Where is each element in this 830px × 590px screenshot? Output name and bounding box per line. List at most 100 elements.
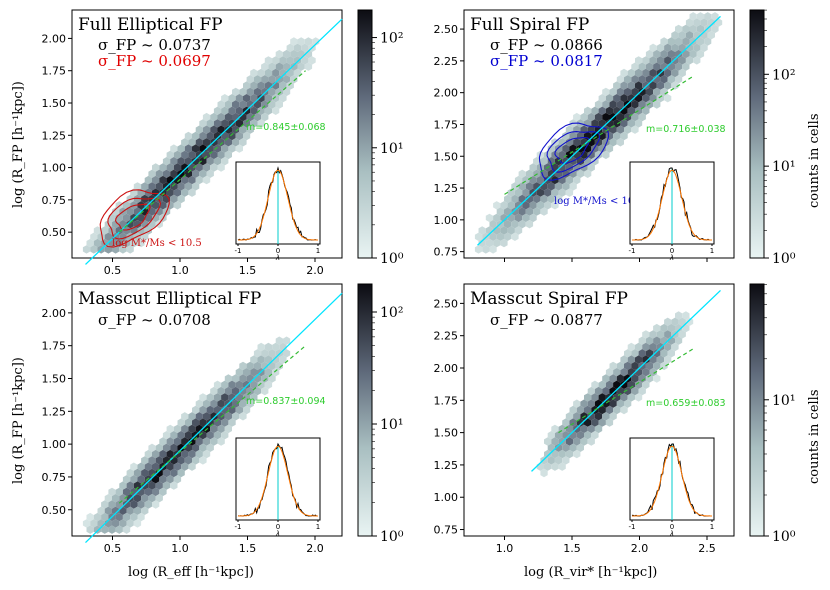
colorbar-label: counts in cells xyxy=(807,113,822,208)
hexbin-cell xyxy=(554,194,563,204)
hexbin-cell xyxy=(297,37,305,46)
hexbin-cell xyxy=(133,194,142,204)
hexbin-cell xyxy=(602,100,610,109)
hexbin-cell xyxy=(101,500,109,509)
mass-cut-label: log M*/Ms < 10.5 xyxy=(112,238,202,249)
hexbin-cell xyxy=(119,481,127,490)
hexbin-cell xyxy=(290,37,298,46)
hexbin-cell xyxy=(264,106,273,115)
colorbar xyxy=(357,9,373,259)
hexbin-cell xyxy=(210,125,218,134)
hexbin-cell xyxy=(82,245,91,254)
hexbin-cell xyxy=(206,431,214,440)
hexbin-cell xyxy=(239,386,247,396)
hexbin-cell xyxy=(264,56,273,65)
hexbin-cell xyxy=(514,213,523,223)
hexbin-cell xyxy=(700,43,708,52)
inset-gaussian-fit xyxy=(632,445,712,517)
hexbin-cell xyxy=(202,125,211,134)
hexbin-cell xyxy=(485,213,494,223)
colorbar-tick-label: 10⁰ xyxy=(380,251,404,267)
hexbin-cell xyxy=(257,380,265,389)
hexbin-cell xyxy=(184,157,192,166)
hexbin-cell xyxy=(591,106,599,115)
hexbin-cell xyxy=(243,131,251,141)
hexbin-cell xyxy=(184,456,192,465)
hexbin-cell xyxy=(122,525,131,534)
hexbin-cell xyxy=(162,431,171,440)
y-axis-ticks: 0.75 1.00 1.25 1.50 1.75 2.00 2.25 2.50 xyxy=(434,23,464,259)
hexbin-cell xyxy=(239,399,247,408)
hexbin-cell xyxy=(627,68,635,78)
hexbin-cell xyxy=(148,481,156,490)
hexbin-cell xyxy=(631,75,639,84)
hexbin-cell xyxy=(609,138,617,147)
hexbin-cell xyxy=(217,138,225,147)
y-tick-label: 1.75 xyxy=(42,65,67,78)
hexbin-cell xyxy=(620,380,628,389)
hexbin-cell xyxy=(170,443,178,452)
hexbin-cell xyxy=(202,175,211,185)
hexbin-cell xyxy=(616,361,624,371)
y-tick-label: 2.00 xyxy=(42,307,67,320)
hexbin-cell xyxy=(173,424,182,434)
hexbin-cell xyxy=(613,81,621,90)
hexbin-cell xyxy=(613,131,621,141)
hexbin-cell xyxy=(181,163,189,172)
x-tick-label: 1.0 xyxy=(171,264,189,277)
hexbin-cell xyxy=(544,437,552,446)
hexbin-cell xyxy=(264,380,273,389)
hexbin-cell xyxy=(166,188,174,197)
hexbin-cell xyxy=(268,62,276,71)
hexbin-cell xyxy=(671,81,679,90)
hexbin-cell xyxy=(635,106,643,115)
contour-level xyxy=(107,197,162,240)
hexbin-cell xyxy=(554,182,563,191)
hexbin-cell xyxy=(261,361,269,371)
hexbin-cell xyxy=(624,125,632,134)
hexbin-cell xyxy=(290,49,298,59)
hexbin-cell xyxy=(642,342,650,352)
hexbin-cell xyxy=(221,144,229,153)
hexbin-cell xyxy=(624,112,632,122)
y-tick-label: 1.50 xyxy=(42,373,67,386)
hexbin-cell xyxy=(675,37,683,46)
hexbin-cell xyxy=(199,119,207,128)
hexbin-cell xyxy=(500,201,508,210)
hexbin-cell xyxy=(115,487,123,497)
hexbin-cell xyxy=(195,437,203,446)
hexbin-cell xyxy=(268,374,276,383)
hexbin-cell xyxy=(587,163,595,172)
inset-tick-label: 1 xyxy=(316,523,320,531)
hexbin-cell xyxy=(580,112,588,122)
hexbin-cell xyxy=(173,437,182,446)
hexbin-cell xyxy=(246,125,254,134)
hexbin-cell xyxy=(166,163,174,172)
hexbin-cell xyxy=(533,157,541,166)
hexbin-cell xyxy=(587,437,595,446)
hexbin-cell xyxy=(246,100,254,109)
hexbin-cell xyxy=(213,106,222,115)
hexbin-cell xyxy=(493,201,501,210)
hexbin-cell xyxy=(616,87,624,97)
hexbin-cell xyxy=(206,443,214,452)
hexbin-cell xyxy=(228,405,236,415)
hexbin-cell xyxy=(199,157,207,166)
hexbin-cell xyxy=(642,56,650,65)
hexbin-cell xyxy=(696,37,705,46)
hexbin-cell xyxy=(529,201,537,210)
hexbin-density xyxy=(82,37,320,254)
hexbin-cell xyxy=(112,494,120,503)
hexbin-cell xyxy=(573,399,581,408)
hexbin-cell xyxy=(108,487,116,497)
x-tick-label: 1.0 xyxy=(496,542,514,555)
y-tick-label: 1.75 xyxy=(434,394,459,407)
x-tick-label: 2.0 xyxy=(306,542,324,555)
fit-lines xyxy=(477,15,721,246)
hexbin-cell xyxy=(598,144,606,153)
hexbin-cell xyxy=(199,443,207,452)
hexbin-cell xyxy=(624,75,632,84)
y-axis-ticks: 0.75 1.00 1.25 1.50 1.75 2.00 2.25 2.50 xyxy=(434,297,464,537)
hexbin-cell xyxy=(660,62,668,71)
y-tick-label: 2.00 xyxy=(42,32,67,45)
